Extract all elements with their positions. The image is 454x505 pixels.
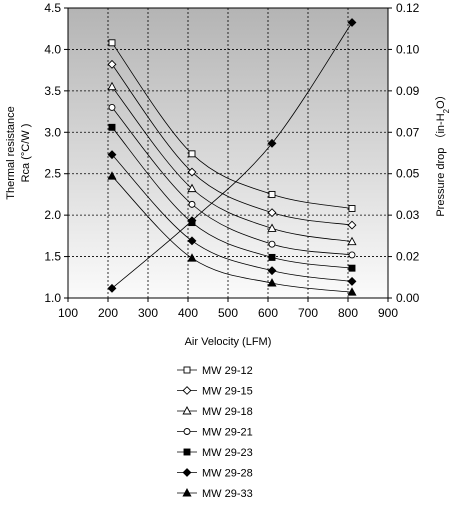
data-point (108, 103, 116, 111)
ticks: 100 200 300 400 500 600 700 800 900 1.0 1.5 2.0 2.5 3… (44, 1, 419, 320)
x-tick-label: 700 (298, 306, 318, 320)
x-tick-label: 100 (58, 306, 78, 320)
data-point (348, 251, 356, 259)
data-point (187, 167, 197, 177)
data-point (187, 183, 197, 193)
x-tick-label: 200 (98, 306, 118, 320)
data-point (107, 81, 117, 91)
data-point (347, 287, 357, 296)
legend-marker (182, 468, 192, 477)
legend: MW 29-12 MW 29-15 MW 29-18 MW 29-21 MW 29-23… (177, 365, 253, 500)
pressure-drop-line (111, 22, 353, 289)
data-point (187, 236, 197, 246)
data-point (348, 264, 356, 272)
y-left-tick-label: 4.5 (44, 1, 61, 15)
y-left-tick-label: 2.5 (44, 167, 61, 181)
legend-label: MW 29-28 (202, 468, 253, 480)
y-right-tick-label: 0.05 (396, 167, 420, 181)
legend-label: MW 29-33 (202, 488, 253, 500)
series-line-1 (111, 42, 353, 209)
data-point (107, 59, 117, 69)
pressure-drop-point (267, 138, 277, 148)
data-point (347, 220, 357, 230)
y-axis-right-label-sub: 2 (442, 108, 451, 113)
data-point (268, 253, 276, 261)
y-left-tick-label: 2.0 (44, 208, 61, 222)
data-point (188, 200, 196, 208)
y-left-tick-label: 1.5 (44, 250, 61, 264)
y-left-tick-label: 4.0 (44, 42, 61, 56)
y-right-tick-label: 0.10 (396, 42, 420, 56)
data-point (267, 278, 277, 287)
x-tick-label: 600 (258, 306, 278, 320)
x-tick-label: 300 (138, 306, 158, 320)
series-line-6 (111, 154, 353, 282)
svg-text:Pressure drop （in-H2O）: Pressure drop （in-H2O） (434, 89, 451, 216)
legend-label: MW 29-23 (202, 447, 253, 459)
legend-marker (182, 386, 192, 395)
pressure-drop-point (347, 18, 357, 27)
y-left-tick-label: 3.0 (44, 125, 61, 139)
legend-marker (183, 366, 191, 374)
y-axis-right-label-part3: O） (434, 89, 447, 109)
series-line-7 (111, 175, 353, 293)
y-axis-right-label: Pressure drop （in-H2O） (434, 89, 451, 216)
data-point (108, 39, 116, 47)
x-tick-label: 800 (338, 306, 358, 320)
legend-marker (183, 428, 191, 435)
series-line-5 (111, 127, 353, 269)
legend-marker (182, 406, 192, 415)
series-line-4 (111, 107, 353, 256)
y-axis-left-label-line2: Rca (°C/W ) (20, 124, 32, 183)
legend-label: MW 29-12 (202, 365, 253, 377)
data-point (268, 240, 276, 248)
y-axis-right-label-part1: Pressure drop （in-H (434, 113, 447, 216)
x-tick-label: 500 (218, 306, 238, 320)
legend-marker (183, 448, 191, 456)
pressure-drop-point (187, 216, 197, 226)
legend-label: MW 29-18 (202, 406, 253, 418)
legend-label: MW 29-21 (202, 427, 253, 439)
data-point (347, 276, 357, 286)
y-left-tick-label: 3.5 (44, 84, 61, 98)
data-point (348, 205, 356, 212)
data-point (267, 208, 277, 218)
data-point (267, 223, 277, 232)
grid (68, 8, 388, 298)
y-axis-left-label: Thermal resistance Rca (°C/W ) (5, 106, 32, 200)
series-line-2 (111, 64, 353, 226)
data-point (347, 236, 357, 246)
y-left-tick-label: 1.0 (44, 291, 61, 305)
data-point (187, 253, 197, 262)
x-tick-label: 900 (378, 306, 398, 320)
y-right-tick-label: 0.07 (396, 125, 420, 139)
data-point (107, 150, 117, 160)
y-right-tick-label: 0.03 (396, 208, 420, 222)
y-right-tick-label: 0.00 (396, 291, 420, 305)
y-axis-left-label-line1: Thermal resistance (5, 106, 17, 200)
series-line-3 (111, 86, 353, 243)
data-point (268, 190, 276, 198)
x-tick-label: 400 (178, 306, 198, 320)
x-axis-label: Air Velocity (LFM) (185, 336, 272, 348)
pressure-drop-point (107, 283, 117, 293)
data-point (267, 266, 277, 276)
legend-marker (182, 488, 192, 497)
curves (111, 22, 353, 293)
data-point (108, 123, 116, 131)
data-point (107, 171, 117, 180)
y-right-tick-label: 0.02 (396, 250, 420, 264)
legend-label: MW 29-15 (202, 386, 253, 398)
markers (107, 18, 357, 296)
data-point (188, 150, 196, 158)
y-right-tick-label: 0.12 (396, 1, 420, 15)
y-right-tick-label: 0.09 (396, 84, 420, 98)
